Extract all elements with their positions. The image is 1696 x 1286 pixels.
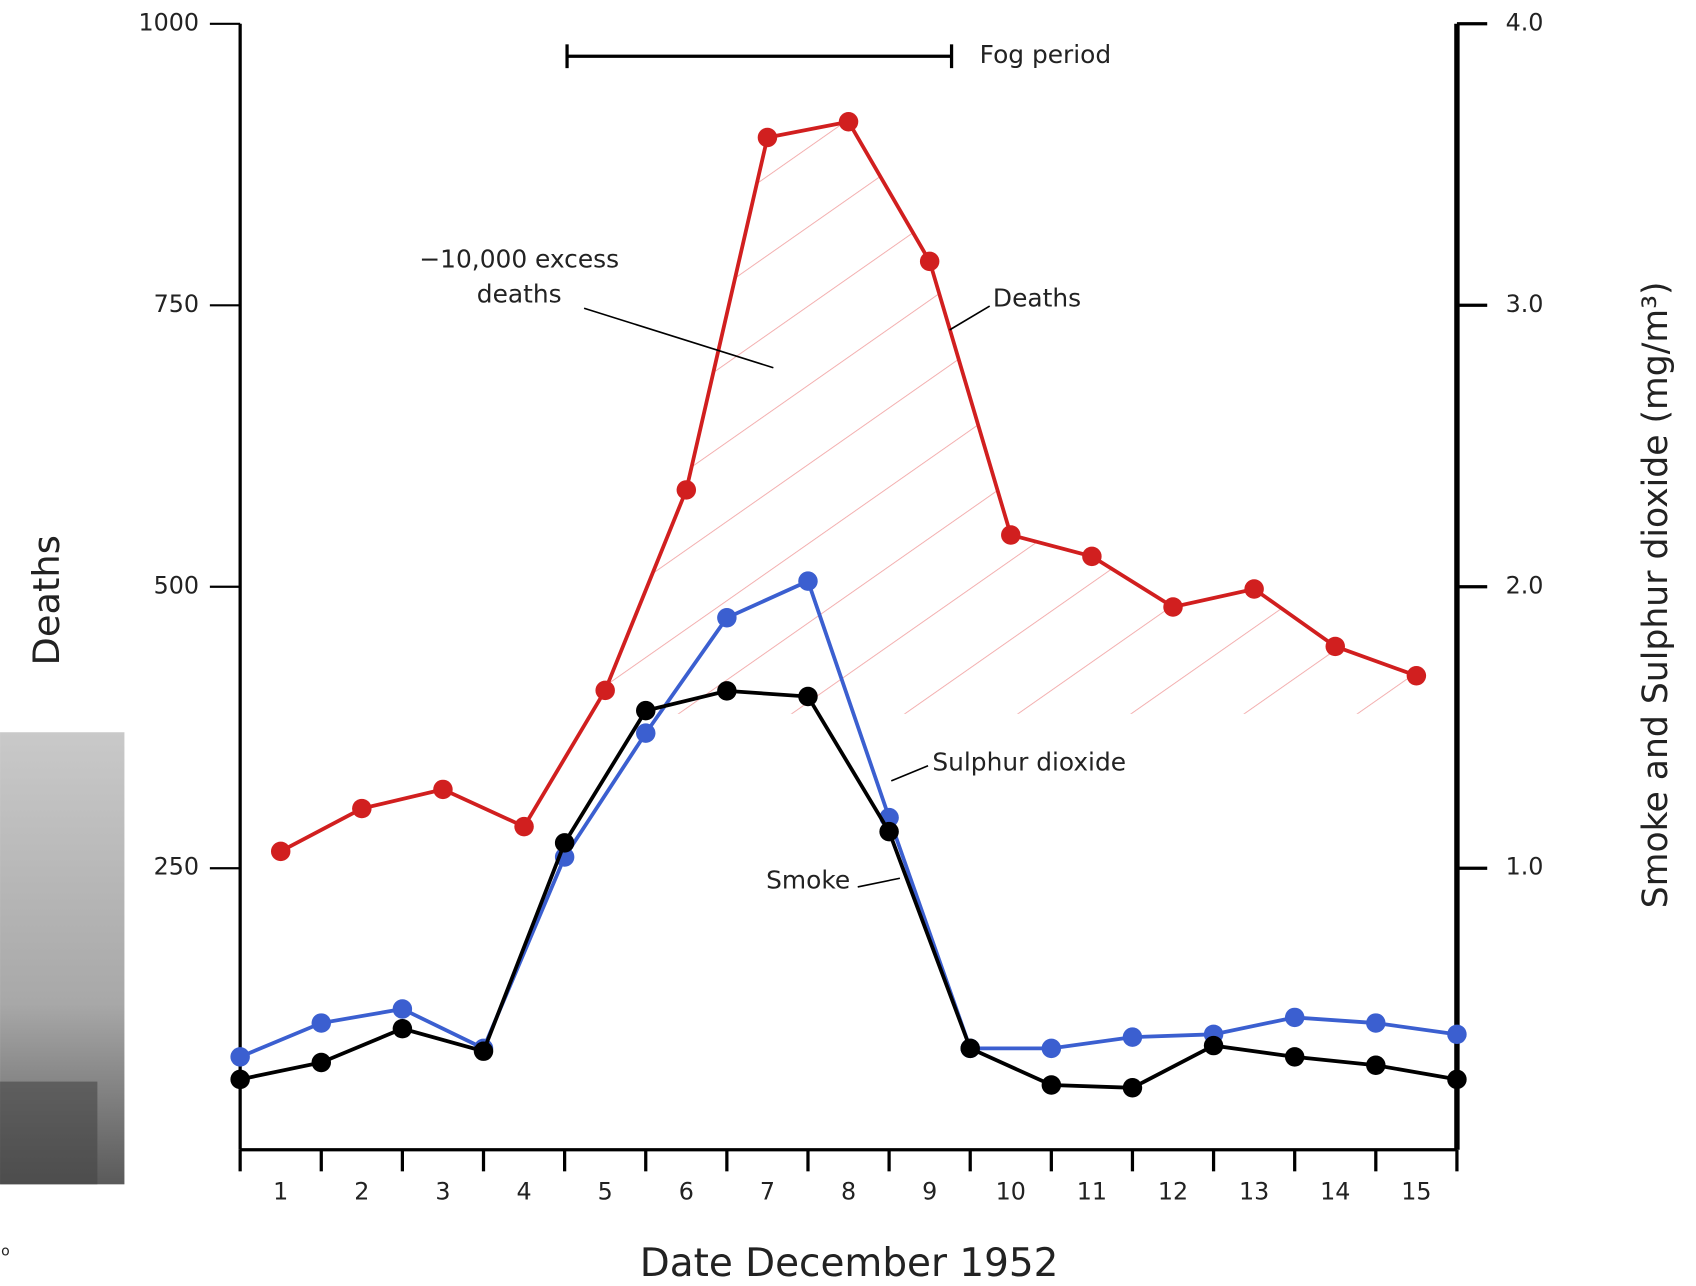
series-marker <box>473 1041 494 1061</box>
series-marker <box>879 821 899 842</box>
photo-detail <box>0 1081 98 1185</box>
label-leader <box>949 305 991 331</box>
series-label: Sulphur dioxide <box>932 748 1126 777</box>
series-marker <box>1325 636 1345 657</box>
series-marker <box>960 1038 980 1059</box>
excess-hatch <box>605 121 1417 714</box>
y2-tick-label: 4.0 <box>1506 8 1544 36</box>
series-marker <box>352 798 372 819</box>
series-marker <box>919 251 940 272</box>
series-marker <box>636 700 656 721</box>
series-label: Smoke <box>766 865 850 894</box>
series-marker <box>270 841 291 862</box>
series-marker <box>1447 1024 1467 1045</box>
corner-text: o <box>1 1243 10 1259</box>
y-axis-title: Deaths <box>25 535 68 665</box>
series-marker <box>798 571 818 591</box>
series-line <box>239 578 1458 1059</box>
series-marker <box>838 112 859 132</box>
series-marker <box>514 816 534 837</box>
x-tick-label: 13 <box>1239 1177 1269 1205</box>
series-marker <box>1366 1013 1386 1033</box>
series-marker <box>433 779 453 800</box>
label-leader <box>890 765 929 782</box>
y2-axis-title: Smoke and Sulphur dioxide (mg/m³) <box>1636 282 1676 909</box>
x-tick-label: 6 <box>679 1177 694 1205</box>
x-tick-label: 14 <box>1320 1177 1350 1205</box>
series-marker <box>392 999 413 1019</box>
series-marker <box>230 1047 250 1067</box>
series-marker <box>717 681 737 701</box>
series-marker <box>1122 1027 1143 1047</box>
series-marker <box>757 127 778 148</box>
x-tick-label: 3 <box>435 1177 450 1205</box>
y-tick-label: 750 <box>154 290 199 318</box>
x-tick-label: 11 <box>1077 1177 1107 1205</box>
x-tick-label: 5 <box>598 1177 613 1205</box>
x-tick-label: 8 <box>841 1177 856 1205</box>
annotation-leader <box>583 307 774 369</box>
fog-label: Fog period <box>980 40 1112 69</box>
series-marker <box>1163 597 1183 617</box>
x-tick-label: 1 <box>273 1177 288 1205</box>
y2-tick-label: 3.0 <box>1506 290 1544 318</box>
series-marker <box>230 1069 250 1090</box>
series-marker <box>636 723 656 743</box>
series-marker <box>1406 665 1427 686</box>
series-line <box>239 688 1458 1090</box>
series-marker <box>1447 1069 1467 1090</box>
series-marker <box>717 607 737 628</box>
series-marker <box>1284 1047 1305 1067</box>
y2-tick-label: 2.0 <box>1506 571 1544 599</box>
series-marker <box>1041 1075 1062 1095</box>
series-marker <box>1284 1007 1305 1028</box>
x-tick-label: 15 <box>1401 1177 1431 1205</box>
series-marker <box>1001 525 1021 545</box>
series-marker <box>1366 1055 1386 1076</box>
series-marker <box>1203 1035 1224 1056</box>
y-tick-label: 1000 <box>139 8 200 36</box>
x-tick-label: 4 <box>516 1177 531 1205</box>
series-marker <box>798 686 818 707</box>
annotation: −10,000 excess <box>419 245 619 274</box>
label-leader <box>857 877 901 888</box>
x-axis-title: Date December 1952 <box>640 1241 1059 1286</box>
y-tick-label: 250 <box>154 853 199 881</box>
series-marker <box>392 1018 413 1039</box>
x-tick-label: 10 <box>996 1177 1026 1205</box>
series-marker <box>1244 579 1264 599</box>
series-marker <box>311 1052 332 1073</box>
series-label: Deaths <box>993 284 1081 313</box>
series-marker <box>311 1013 332 1033</box>
annotation: deaths <box>477 279 562 308</box>
y-tick-label: 500 <box>154 571 199 599</box>
x-tick-label: 12 <box>1158 1177 1188 1205</box>
x-tick-label: 7 <box>760 1177 775 1205</box>
series-marker <box>554 833 575 853</box>
x-tick-label: 2 <box>354 1177 369 1205</box>
x-tick-label: 9 <box>922 1177 937 1205</box>
series-marker <box>595 680 615 701</box>
series-marker <box>1122 1078 1143 1098</box>
y2-tick-label: 1.0 <box>1506 853 1544 881</box>
series-marker <box>1082 546 1102 567</box>
series-marker <box>1041 1038 1062 1059</box>
series-marker <box>676 480 697 500</box>
